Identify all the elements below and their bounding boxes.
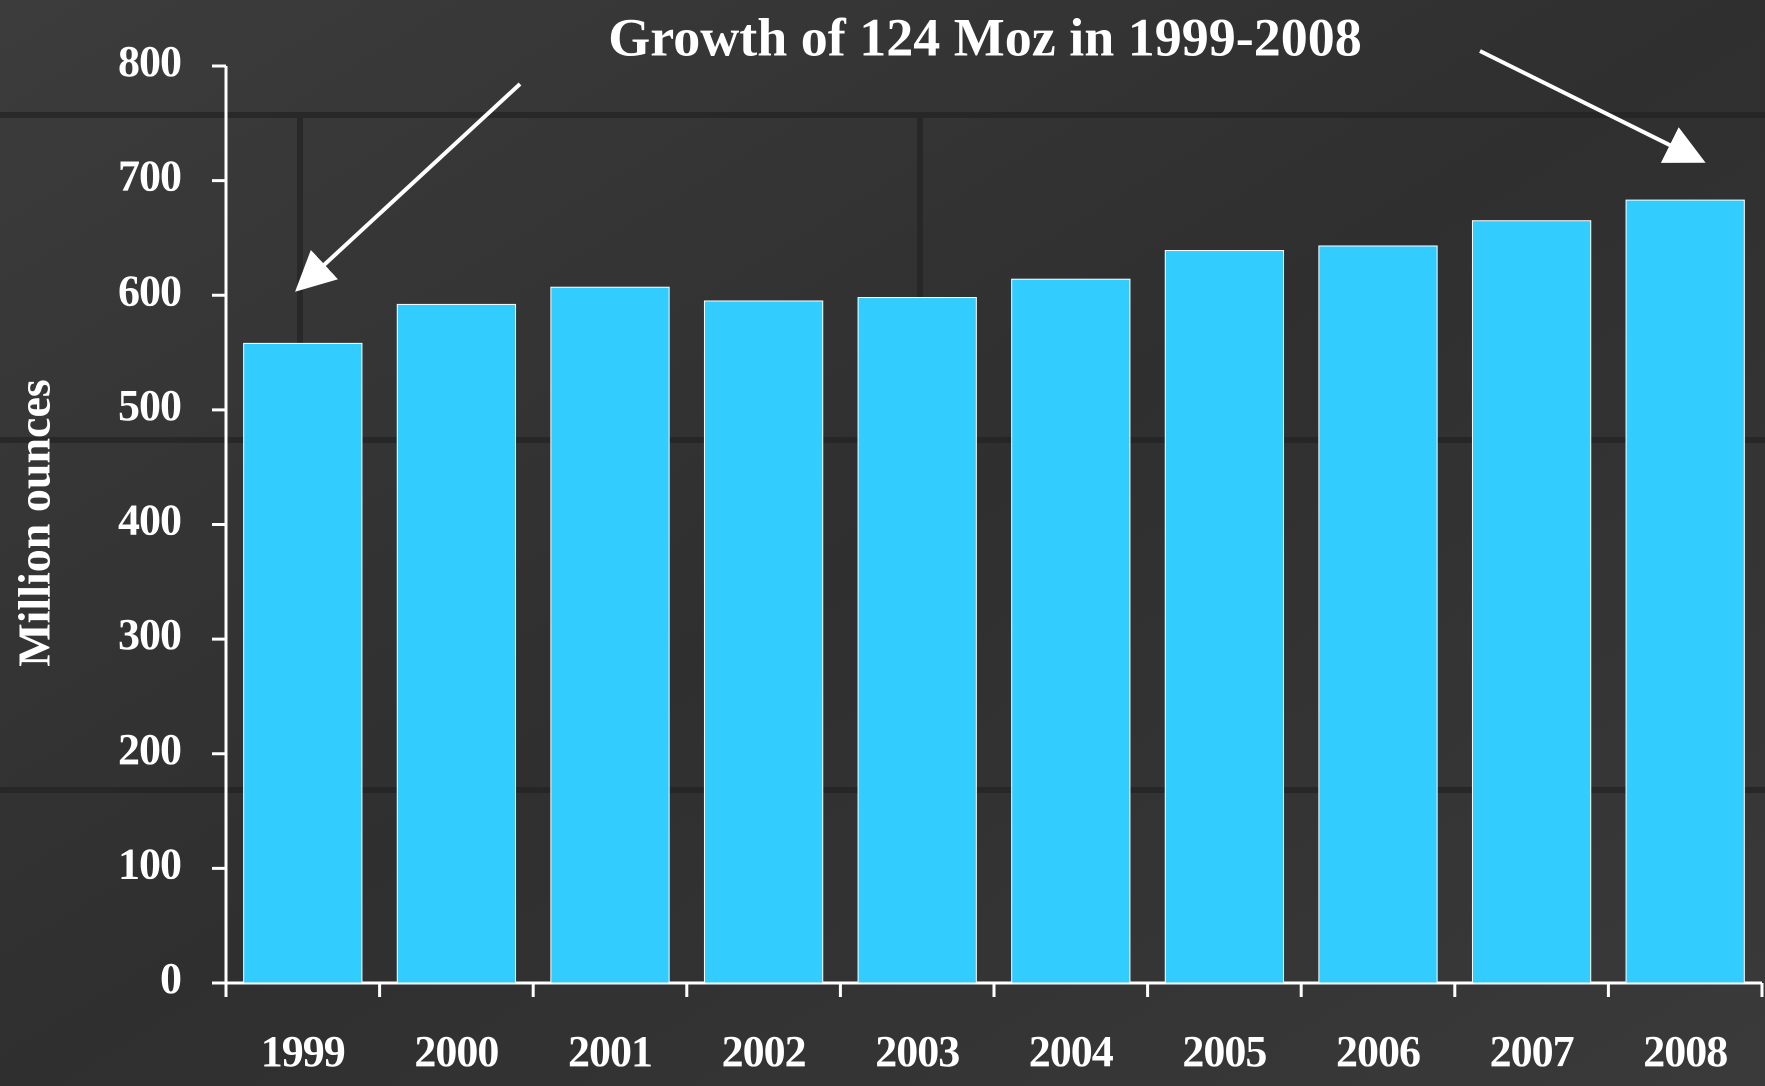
bar	[703, 300, 824, 984]
y-tick-label: 800	[118, 37, 181, 86]
bar	[1625, 199, 1745, 984]
bar	[857, 297, 977, 984]
x-tick-label: 2000	[414, 1027, 498, 1076]
x-tick-label: 2004	[1029, 1027, 1114, 1076]
x-tick-label: 2006	[1336, 1027, 1420, 1076]
y-tick-label: 600	[118, 266, 181, 315]
y-tick-label: 700	[118, 152, 181, 201]
x-tick-label: 2007	[1490, 1027, 1574, 1076]
x-tick-label: 2003	[875, 1027, 959, 1076]
x-tick-label: 1999	[261, 1027, 345, 1076]
x-tick-label: 2005	[1182, 1027, 1266, 1076]
y-tick-label: 400	[118, 496, 181, 545]
arrow	[295, 82, 522, 292]
y-tick-label: 200	[118, 725, 181, 774]
bar	[1471, 220, 1592, 984]
y-tick-label: 300	[118, 610, 181, 659]
arrow	[1479, 49, 1706, 163]
bar	[243, 342, 363, 984]
x-tick-label: 2008	[1643, 1027, 1727, 1076]
chart-title: Growth of 124 Moz in 1999-2008	[608, 7, 1361, 67]
y-tick-label: 0	[160, 954, 181, 1003]
bar	[550, 286, 670, 984]
y-axis-label: Million ounces	[9, 379, 60, 667]
bar	[396, 303, 517, 984]
x-tick-label: 2001	[568, 1027, 652, 1076]
bar	[1318, 245, 1438, 984]
bar	[1011, 278, 1131, 984]
y-tick-label: 100	[118, 839, 181, 888]
y-tick-label: 500	[118, 381, 181, 430]
bar	[1164, 250, 1285, 984]
x-tick-label: 2002	[722, 1027, 806, 1076]
